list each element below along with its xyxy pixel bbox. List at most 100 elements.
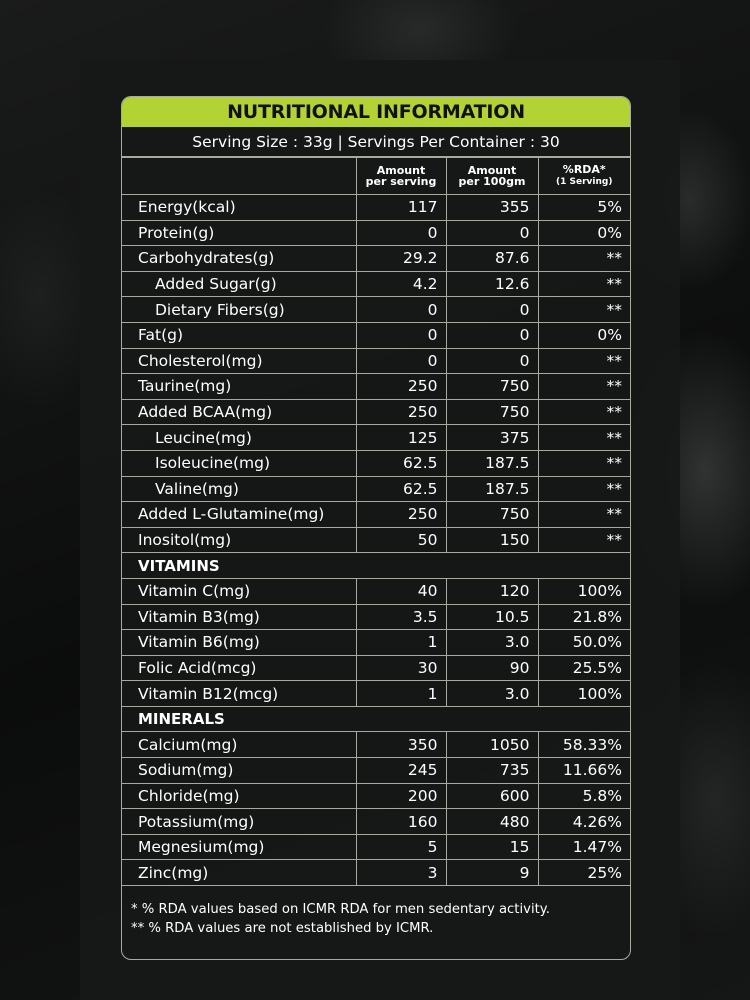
serving-info: Serving Size : 33g | Servings Per Contai… — [122, 127, 630, 157]
nutrient-name: Added Sugar(g) — [122, 270, 357, 298]
rda-percent: 1.47% — [537, 833, 630, 861]
amount-per-100g: 3.0 — [445, 680, 539, 707]
nutrient-name: Protein(g) — [122, 219, 357, 247]
amount-per-100g: 480 — [445, 808, 539, 835]
amount-per-serving: 1 — [355, 629, 447, 656]
amount-per-100g: 750 — [445, 373, 539, 400]
amount-per-100g: 600 — [445, 782, 539, 810]
nutrient-row: Inositol(mg) 50 150 ** — [122, 526, 630, 554]
nutrient-row: Vitamin B3(mg) 3.5 10.5 21.8% — [122, 603, 630, 631]
per-100-line2: per 100gm — [458, 175, 526, 188]
rda-percent: ** — [537, 373, 630, 400]
nutrient-name: Vitamin B12(mcg) — [122, 680, 357, 707]
footnotes: * % RDA values based on ICMR RDA for men… — [122, 886, 630, 938]
minerals-section-heading-row: MINERALS — [122, 705, 630, 733]
nutrient-name: Dietary Fibers(g) — [122, 296, 357, 323]
nutrient-name: Isoleucine(mg) — [122, 449, 357, 477]
nutrient-row: Cholesterol(mg) 0 0 ** — [122, 347, 630, 375]
amount-per-serving: 62.5 — [355, 449, 447, 477]
per-100-line1: Amount — [467, 164, 517, 177]
footnote-1: * % RDA values based on ICMR RDA for men… — [131, 902, 550, 918]
nutrient-row: Added BCAA(mg) 250 750 ** — [122, 398, 630, 426]
amount-per-serving: 30 — [355, 654, 447, 682]
rda-percent: 0% — [537, 219, 630, 247]
nutrient-row: Megnesium(mg) 5 15 1.47% — [122, 833, 630, 861]
column-header-row: Amount per serving Amount per 100gm %RDA… — [122, 157, 630, 195]
amount-per-100g: 750 — [445, 398, 539, 426]
nutrient-name: Taurine(mg) — [122, 373, 357, 400]
nutrient-name: Carbohydrates(g) — [122, 245, 357, 272]
per-serving-line1: Amount — [376, 164, 426, 177]
nutrient-name: Inositol(mg) — [122, 526, 357, 554]
nutrient-name: Vitamin B3(mg) — [122, 603, 357, 631]
amount-per-serving: 40 — [355, 577, 447, 605]
nutrient-name: Added BCAA(mg) — [122, 398, 357, 426]
rda-percent: ** — [537, 475, 630, 503]
amount-per-serving: 160 — [355, 808, 447, 835]
rda-percent: ** — [537, 245, 630, 272]
nutrition-title: NUTRITIONAL INFORMATION — [122, 97, 630, 127]
column-header-rda: %RDA* (1 Serving) — [537, 157, 630, 195]
nutrition-card: NUTRITIONAL INFORMATION Serving Size : 3… — [121, 96, 631, 960]
amount-per-serving: 250 — [355, 398, 447, 426]
nutrient-name: Potassium(mg) — [122, 808, 357, 835]
rda-percent: ** — [537, 449, 630, 477]
amount-per-100g: 355 — [445, 194, 539, 221]
nutrient-row: Added L-Glutamine(mg) 250 750 ** — [122, 501, 630, 528]
nutrient-row: Chloride(mg) 200 600 5.8% — [122, 782, 630, 810]
nutrient-name: Folic Acid(mcg) — [122, 654, 357, 682]
amount-per-serving: 4.2 — [355, 270, 447, 298]
nutrient-row: Leucine(mg) 125 375 ** — [122, 424, 630, 451]
vitamins-section-heading-row: VITAMINS — [122, 552, 630, 579]
amount-per-serving: 3 — [355, 859, 447, 887]
amount-per-100g: 9 — [445, 859, 539, 887]
rda-percent: 4.26% — [537, 808, 630, 835]
amount-per-100g: 15 — [445, 833, 539, 861]
amount-per-serving: 0 — [355, 219, 447, 247]
amount-per-serving: 0 — [355, 347, 447, 375]
amount-per-serving: 62.5 — [355, 475, 447, 503]
rda-percent: 50.0% — [537, 629, 630, 656]
rda-percent: 100% — [537, 577, 630, 605]
rda-line2: (1 Serving) — [556, 177, 613, 187]
amount-per-100g: 87.6 — [445, 245, 539, 272]
per-serving-line2: per serving — [365, 175, 437, 188]
nutrient-name: Added L-Glutamine(mg) — [122, 501, 357, 528]
nutrient-name: Vitamin C(mg) — [122, 577, 357, 605]
nutrient-row: Valine(mg) 62.5 187.5 ** — [122, 475, 630, 503]
nutrient-row: Taurine(mg) 250 750 ** — [122, 373, 630, 400]
amount-per-100g: 0 — [445, 296, 539, 323]
amount-per-serving: 250 — [355, 501, 447, 528]
nutrient-name: Chloride(mg) — [122, 782, 357, 810]
amount-per-serving: 1 — [355, 680, 447, 707]
amount-per-serving: 3.5 — [355, 603, 447, 631]
amount-per-serving: 250 — [355, 373, 447, 400]
amount-per-100g: 120 — [445, 577, 539, 605]
nutrient-name: Energy(kcal) — [122, 194, 357, 221]
amount-per-100g: 1050 — [445, 731, 539, 759]
nutrient-row: Calcium(mg) 350 1050 58.33% — [122, 731, 630, 759]
minerals-section-heading: MINERALS — [122, 705, 630, 733]
amount-per-100g: 0 — [445, 219, 539, 247]
rda-percent: ** — [537, 424, 630, 451]
nutrient-row: Vitamin B6(mg) 1 3.0 50.0% — [122, 629, 630, 656]
amount-per-100g: 187.5 — [445, 475, 539, 503]
nutrient-name: Leucine(mg) — [122, 424, 357, 451]
amount-per-100g: 10.5 — [445, 603, 539, 631]
amount-per-serving: 0 — [355, 321, 447, 349]
nutrient-row: Dietary Fibers(g) 0 0 ** — [122, 296, 630, 323]
rda-percent: ** — [537, 347, 630, 375]
rda-percent: 5% — [537, 194, 630, 221]
nutrition-table: Amount per serving Amount per 100gm %RDA… — [122, 157, 630, 887]
rda-percent: 11.66% — [537, 757, 630, 784]
nutrient-name: Megnesium(mg) — [122, 833, 357, 861]
amount-per-serving: 200 — [355, 782, 447, 810]
amount-per-100g: 3.0 — [445, 629, 539, 656]
rda-percent: 0% — [537, 321, 630, 349]
nutrient-row: Vitamin B12(mcg) 1 3.0 100% — [122, 680, 630, 707]
nutrient-name: Fat(g) — [122, 321, 357, 349]
rda-percent: 5.8% — [537, 782, 630, 810]
nutrient-name: Cholesterol(mg) — [122, 347, 357, 375]
nutrient-row: Isoleucine(mg) 62.5 187.5 ** — [122, 449, 630, 477]
amount-per-serving: 5 — [355, 833, 447, 861]
